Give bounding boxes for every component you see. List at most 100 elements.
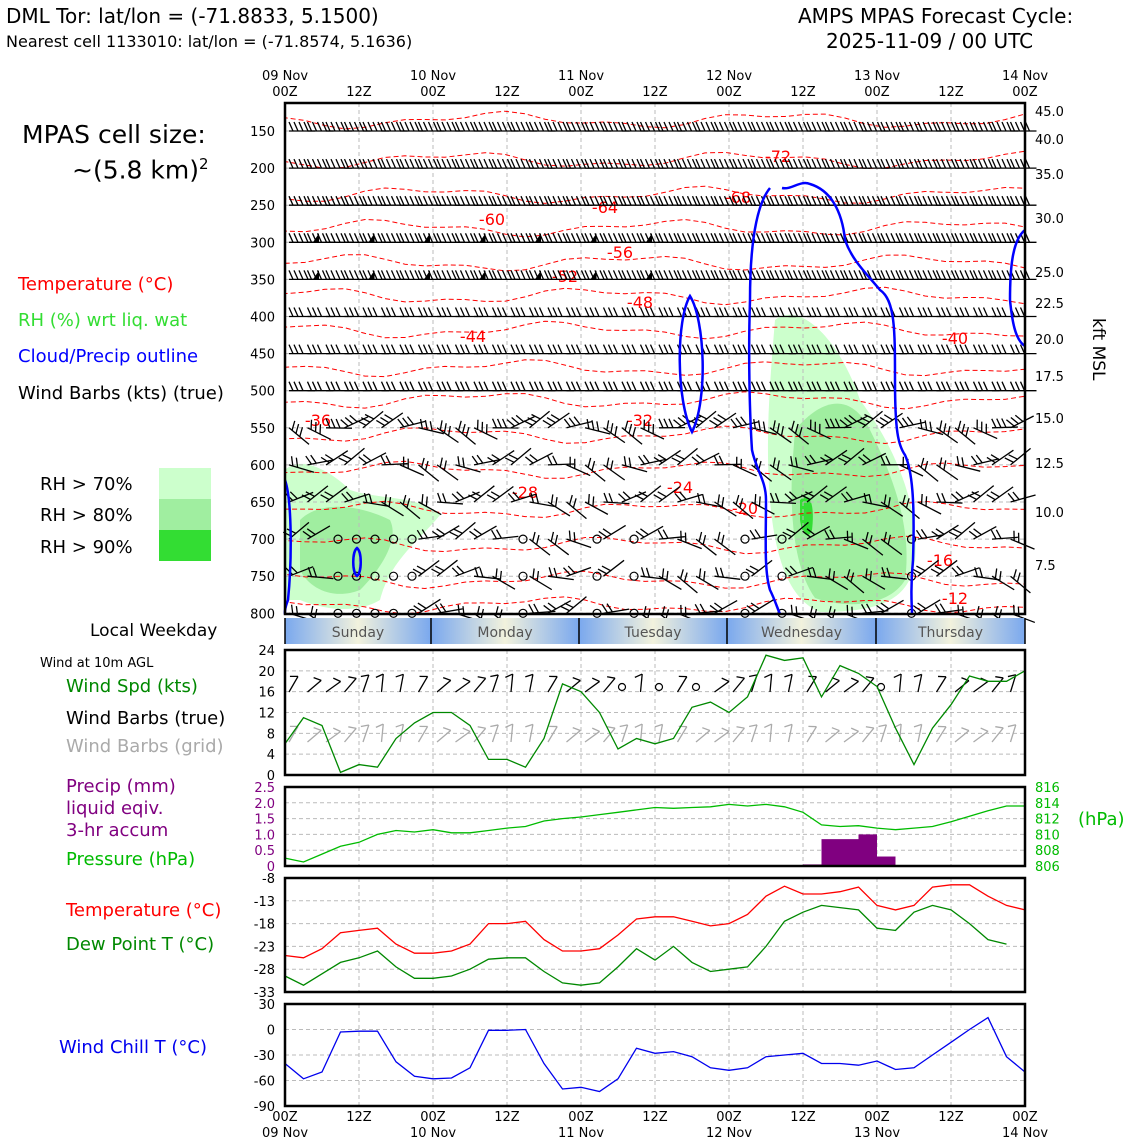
wind-barb-feather bbox=[1013, 530, 1015, 541]
wind-barb-feather bbox=[552, 307, 558, 317]
wind-barb-staff bbox=[473, 427, 498, 440]
wind-barb-feather bbox=[649, 233, 656, 243]
wind10m-barb-feather bbox=[395, 723, 404, 728]
wind-barb-feather bbox=[385, 121, 392, 132]
wind-barb-feather bbox=[774, 493, 780, 503]
wind-barb-feather bbox=[999, 571, 1002, 581]
wind-barb bbox=[876, 599, 904, 614]
wind-barb bbox=[547, 270, 574, 281]
wind-barb-feather bbox=[681, 195, 688, 206]
pressure-tick-label: 700 bbox=[250, 533, 275, 548]
wind-barb-feather bbox=[330, 195, 336, 206]
wind-barb bbox=[912, 559, 939, 577]
wind10m-barb-feather bbox=[525, 723, 534, 728]
wind10m-barb-grid bbox=[1007, 724, 1017, 743]
chill-ytick-label: -60 bbox=[254, 1075, 275, 1090]
wind-barb-feather bbox=[742, 158, 748, 169]
wind-barb-feather bbox=[399, 158, 405, 169]
wind-barb-staff bbox=[658, 449, 681, 466]
wind-barb bbox=[714, 494, 737, 517]
wind-barb-feather bbox=[589, 121, 595, 132]
wind-barb bbox=[954, 456, 981, 472]
wind-barb-feather bbox=[1001, 418, 1007, 428]
wind-barb-feather bbox=[547, 455, 553, 466]
wind-barb-feather bbox=[533, 270, 540, 280]
wind-barb-staff bbox=[658, 575, 682, 590]
wind-barb-feather bbox=[330, 381, 336, 391]
wind10m-barb-grid bbox=[784, 723, 793, 743]
wind-barb-feather bbox=[515, 414, 525, 423]
wind-barb-feather bbox=[469, 530, 478, 538]
wind-barb-feather bbox=[844, 417, 853, 425]
wind-barb-feather bbox=[362, 270, 368, 280]
wind-barb-feather bbox=[864, 413, 874, 420]
wind-barb-feather bbox=[834, 344, 841, 354]
temp-ytick-label: -8 bbox=[262, 872, 275, 887]
wind-barb-feather bbox=[587, 494, 590, 504]
wind-barb-feather bbox=[969, 233, 975, 243]
wind-barb-feather bbox=[922, 158, 928, 169]
wind-barb-feather bbox=[427, 195, 434, 206]
wind-ytick-label: 16 bbox=[258, 686, 275, 701]
wind-barb-feather bbox=[594, 233, 600, 243]
wind10m-barb-true bbox=[954, 677, 970, 693]
wind-barb-feather bbox=[769, 381, 775, 391]
wind-barb-feather bbox=[617, 270, 624, 280]
wind10m-barb-feather bbox=[721, 727, 730, 733]
wind-barb-feather bbox=[940, 270, 947, 280]
wind-barb-feather bbox=[979, 567, 984, 578]
wind-barb-feather bbox=[779, 233, 785, 243]
wind-barb-feather bbox=[932, 121, 938, 132]
wind-barb-feather bbox=[432, 121, 439, 132]
wind-barb-feather bbox=[612, 158, 619, 169]
wind-barb-feather bbox=[843, 121, 849, 132]
wind-barb-feather bbox=[927, 233, 933, 243]
wind-barb-feather bbox=[940, 381, 947, 391]
wind-barb-staff bbox=[973, 458, 999, 466]
wind-barb bbox=[677, 530, 702, 550]
calm-wind-circle bbox=[629, 534, 639, 544]
wind-barb-feather bbox=[883, 531, 888, 542]
wind-barb-feather bbox=[631, 381, 637, 391]
wind-barb-feather bbox=[441, 195, 447, 206]
wind-barb bbox=[931, 524, 959, 540]
wind10m-barb-feather bbox=[678, 675, 687, 678]
wind-barb-feather bbox=[871, 121, 878, 132]
wind-barb-feather bbox=[562, 233, 568, 243]
wind-barb-feather bbox=[1001, 381, 1007, 391]
wind-barb-feather bbox=[543, 158, 550, 169]
wind-barb-feather bbox=[380, 455, 387, 466]
wind-barb-staff bbox=[695, 410, 717, 429]
wind-barb-feather bbox=[533, 603, 540, 613]
wind-barb bbox=[819, 486, 847, 503]
wind10m-barb-staff bbox=[935, 676, 947, 693]
wind-barb bbox=[418, 457, 440, 482]
wind-barb-feather bbox=[679, 491, 687, 500]
wind-barb-staff bbox=[288, 521, 310, 540]
wind-barb bbox=[510, 270, 541, 281]
wind-barb-feather bbox=[483, 121, 489, 132]
wind-barb-feather bbox=[789, 491, 798, 499]
wind10m-barb-staff bbox=[491, 674, 499, 693]
wind-barb-feather bbox=[982, 195, 989, 206]
wind-barb-feather bbox=[981, 421, 983, 432]
wind-barb-feather bbox=[330, 307, 336, 317]
wind-barb-staff bbox=[991, 575, 1015, 591]
wind-barb-feather bbox=[663, 418, 669, 429]
kft-tick-label: 15.0 bbox=[1035, 412, 1064, 427]
wind10m-barb-true bbox=[714, 677, 730, 693]
wind-barb-feather bbox=[602, 195, 609, 206]
wind10m-barb-staff bbox=[825, 730, 840, 743]
wind-barb-feather bbox=[816, 158, 822, 169]
wind10m-barb-staff bbox=[973, 680, 989, 693]
wind-barb-feather bbox=[612, 344, 619, 354]
wind10m-barb-staff bbox=[880, 724, 888, 743]
wind-barb-feather bbox=[964, 158, 970, 169]
wind-barb-feather bbox=[824, 195, 831, 206]
wind-barb-staff bbox=[843, 447, 865, 466]
wind-barb-feather bbox=[306, 233, 313, 243]
wind-barb-feather bbox=[306, 270, 313, 280]
wind-barb-pennant bbox=[479, 270, 486, 280]
wind-barb bbox=[565, 270, 597, 281]
wind-barb-feather bbox=[473, 195, 479, 206]
